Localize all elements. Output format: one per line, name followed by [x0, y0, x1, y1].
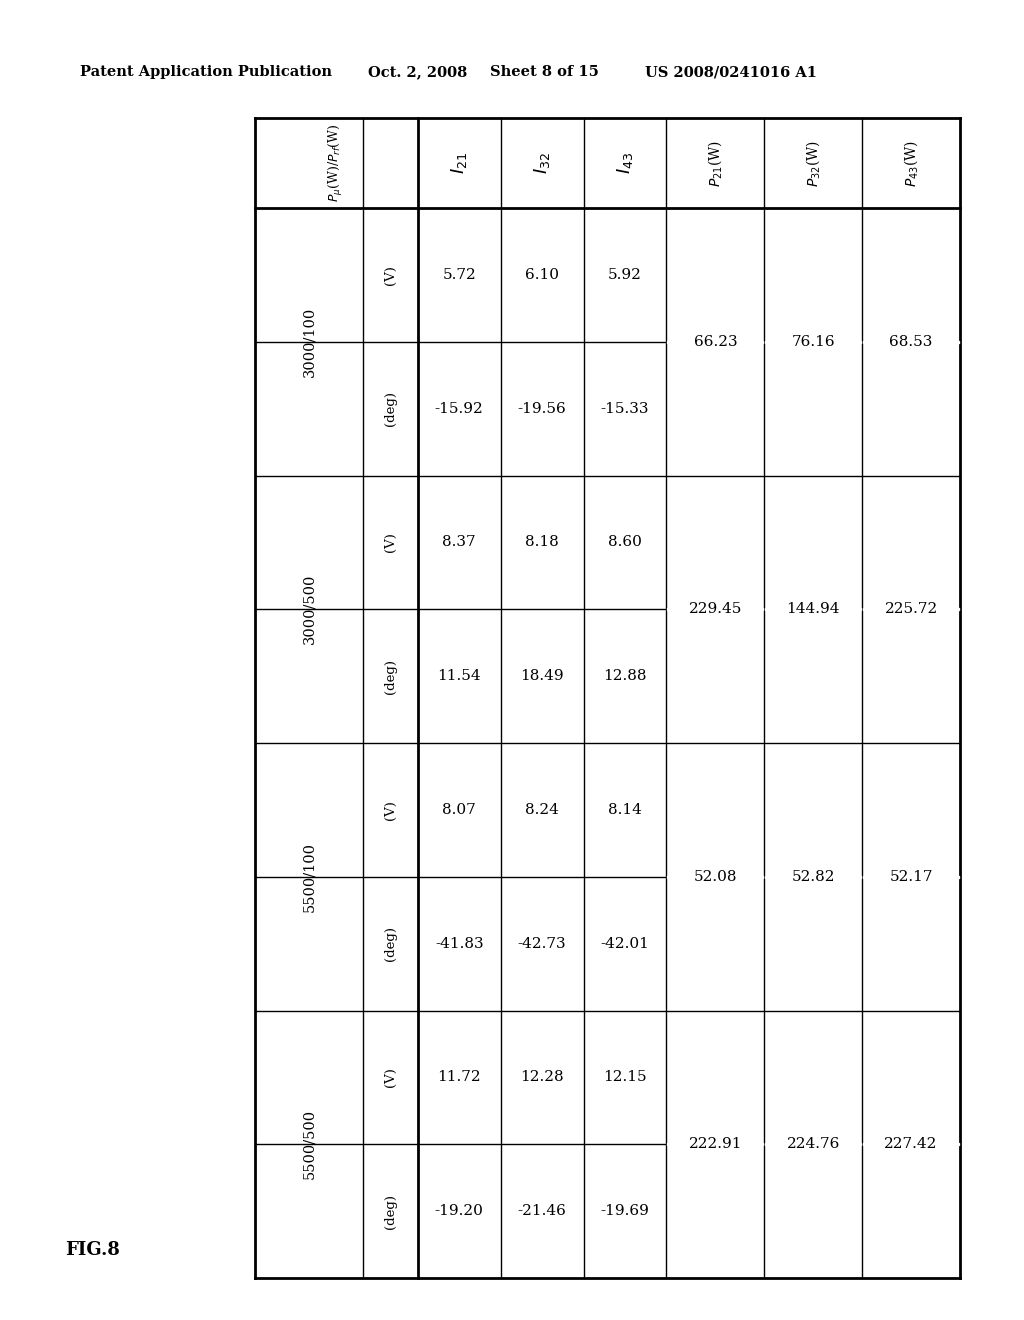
Text: 8.14: 8.14: [608, 803, 642, 817]
Bar: [668, 341, 763, 343]
Text: 52.82: 52.82: [792, 870, 835, 884]
Text: 66.23: 66.23: [693, 335, 737, 348]
Text: 76.16: 76.16: [792, 335, 835, 348]
Text: 5.92: 5.92: [608, 268, 642, 282]
Text: $P_{21}$(W): $P_{21}$(W): [707, 140, 724, 186]
Text: $P_{43}$(W): $P_{43}$(W): [902, 140, 920, 186]
Text: $I_{32}$: $I_{32}$: [532, 152, 552, 174]
Text: 8.07: 8.07: [442, 803, 476, 817]
Text: FIG.8: FIG.8: [65, 1241, 120, 1259]
Bar: [863, 609, 959, 610]
Text: -19.69: -19.69: [600, 1204, 649, 1218]
Text: 8.37: 8.37: [442, 536, 476, 549]
Text: $P_{32}$(W): $P_{32}$(W): [804, 140, 822, 186]
Text: -19.56: -19.56: [518, 401, 566, 416]
Text: 225.72: 225.72: [885, 602, 938, 616]
Text: 5.72: 5.72: [442, 268, 476, 282]
Text: -15.33: -15.33: [601, 401, 649, 416]
Text: (V): (V): [384, 1068, 397, 1088]
Text: -42.73: -42.73: [518, 937, 566, 950]
Text: 11.72: 11.72: [437, 1071, 481, 1084]
Text: US 2008/0241016 A1: US 2008/0241016 A1: [645, 65, 817, 79]
Text: -15.92: -15.92: [435, 401, 483, 416]
Text: 8.60: 8.60: [608, 536, 642, 549]
Text: 68.53: 68.53: [890, 335, 933, 348]
Bar: [765, 875, 861, 878]
Text: 227.42: 227.42: [885, 1138, 938, 1151]
Text: (deg): (deg): [384, 659, 397, 693]
Text: 52.08: 52.08: [693, 870, 737, 884]
Bar: [255, 117, 961, 1278]
Text: 8.18: 8.18: [525, 536, 559, 549]
Text: 6.10: 6.10: [525, 268, 559, 282]
Text: -21.46: -21.46: [518, 1204, 566, 1218]
Text: 3000/500: 3000/500: [302, 574, 316, 644]
Text: -41.83: -41.83: [435, 937, 483, 950]
Bar: [765, 1143, 861, 1146]
Text: (V): (V): [384, 800, 397, 820]
Text: 18.49: 18.49: [520, 669, 564, 684]
Text: (V): (V): [384, 265, 397, 285]
Text: 224.76: 224.76: [786, 1138, 840, 1151]
Text: (deg): (deg): [384, 927, 397, 961]
Text: 222.91: 222.91: [688, 1138, 742, 1151]
Text: $P_{\mu}$(W)/$P_{rf}$(W): $P_{\mu}$(W)/$P_{rf}$(W): [328, 124, 345, 202]
Text: $I_{21}$: $I_{21}$: [450, 152, 469, 174]
Text: 3000/100: 3000/100: [302, 306, 316, 378]
Bar: [863, 875, 959, 878]
Bar: [668, 1143, 763, 1146]
Text: 12.28: 12.28: [520, 1071, 564, 1084]
Text: 8.24: 8.24: [525, 803, 559, 817]
Text: -42.01: -42.01: [600, 937, 649, 950]
Bar: [863, 1143, 959, 1146]
Bar: [668, 609, 763, 610]
Text: (deg): (deg): [384, 391, 397, 426]
Text: (V): (V): [384, 532, 397, 552]
Text: Patent Application Publication: Patent Application Publication: [80, 65, 332, 79]
Text: 5500/100: 5500/100: [302, 842, 316, 912]
Text: 11.54: 11.54: [437, 669, 481, 684]
Text: 12.88: 12.88: [603, 669, 647, 684]
Text: 229.45: 229.45: [689, 602, 742, 616]
Text: $I_{43}$: $I_{43}$: [615, 152, 635, 174]
Bar: [765, 609, 861, 610]
Text: 144.94: 144.94: [786, 602, 840, 616]
Text: Oct. 2, 2008: Oct. 2, 2008: [368, 65, 467, 79]
Bar: [668, 875, 763, 878]
Text: 52.17: 52.17: [889, 870, 933, 884]
Text: -19.20: -19.20: [435, 1204, 483, 1218]
Bar: [765, 341, 861, 343]
Bar: [863, 341, 959, 343]
Text: (deg): (deg): [384, 1193, 397, 1229]
Text: 12.15: 12.15: [603, 1071, 647, 1084]
Text: Sheet 8 of 15: Sheet 8 of 15: [490, 65, 599, 79]
Text: 5500/500: 5500/500: [302, 1109, 316, 1179]
